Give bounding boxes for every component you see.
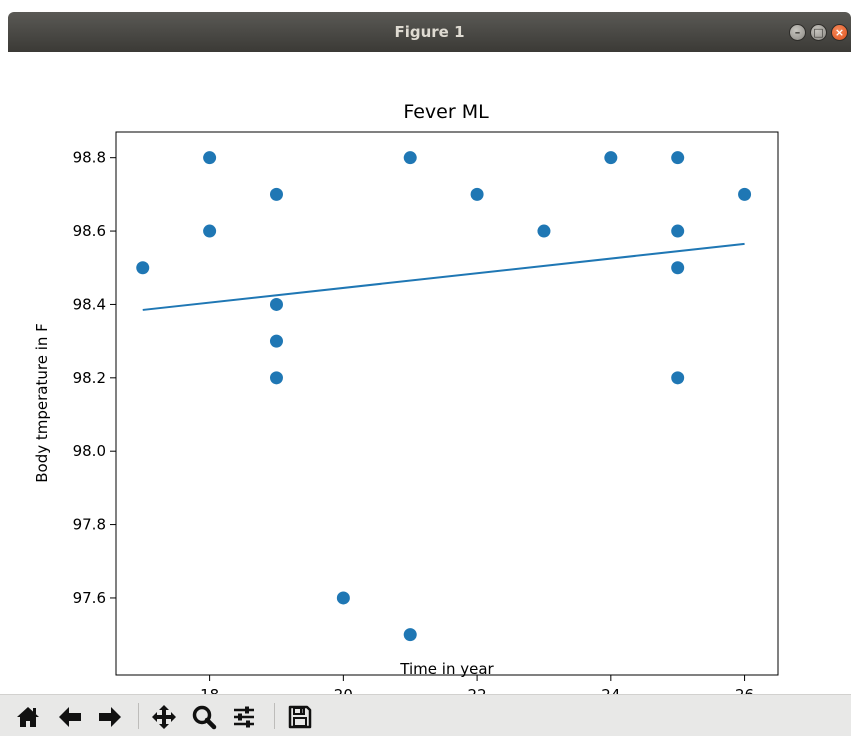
x-tick-label: 20 [334, 686, 353, 694]
y-tick-label: 98.4 [73, 295, 106, 313]
toolbar-separator [138, 703, 139, 729]
data-point [269, 371, 283, 385]
data-point [738, 187, 752, 201]
pan-move-icon [152, 705, 176, 729]
data-point [403, 628, 417, 642]
maximize-icon: □ [813, 26, 824, 39]
home-button[interactable] [12, 701, 44, 733]
minimize-button[interactable]: – [789, 24, 806, 41]
toolbar-separator [274, 703, 275, 729]
x-tick-label: 26 [735, 686, 754, 694]
data-point [671, 261, 685, 275]
data-point [136, 261, 150, 275]
data-point [269, 187, 283, 201]
figure-canvas[interactable]: Fever ML 18 20 22 24 26 97.6 97.8 98.0 98.2 98.4… [0, 52, 851, 704]
arrow-right-icon [99, 707, 121, 727]
x-tick-label: 24 [601, 686, 620, 694]
y-tick-label: 97.6 [73, 589, 106, 607]
y-tick-label: 98.6 [73, 222, 106, 240]
data-point [269, 297, 283, 311]
zoom-magnifier-icon [192, 705, 217, 730]
close-icon: × [834, 26, 845, 39]
close-button[interactable]: × [831, 24, 848, 41]
data-point [537, 224, 551, 238]
configure-subplots-button[interactable] [228, 701, 260, 733]
forward-button[interactable] [94, 701, 126, 733]
plot-area [115, 131, 779, 676]
regression-line [142, 242, 745, 311]
x-axis-label: Time in year [399, 660, 494, 678]
chart-title: Fever ML [403, 101, 489, 123]
arrow-left-icon [59, 707, 81, 727]
data-point [604, 151, 618, 165]
data-point [403, 151, 417, 165]
y-axis-label: Body tmperature in F [33, 323, 51, 483]
data-point [470, 187, 484, 201]
x-tick-label: 18 [200, 686, 219, 694]
window-title: Figure 1 [394, 23, 465, 41]
points-layer [136, 151, 752, 642]
navigation-toolbar [0, 694, 851, 736]
data-point [671, 224, 685, 238]
data-point [336, 591, 350, 605]
data-point [671, 371, 685, 385]
y-tick-label: 98.8 [73, 149, 106, 167]
data-point [269, 334, 283, 348]
data-point [203, 151, 217, 165]
floppy-disk-icon [288, 705, 312, 729]
save-button[interactable] [284, 701, 316, 733]
back-button[interactable] [54, 701, 86, 733]
sliders-icon [234, 706, 254, 728]
minimize-icon: – [794, 26, 801, 39]
title-bar[interactable]: Figure 1 – □ × [8, 12, 851, 52]
y-tick-label: 98.2 [73, 369, 106, 387]
x-tick-label: 22 [468, 686, 487, 694]
zoom-button[interactable] [188, 701, 220, 733]
scatter-chart: Fever ML 18 20 22 24 26 97.6 97.8 98.0 98.2 98.4… [33, 101, 779, 704]
data-point [671, 151, 685, 165]
pan-button[interactable] [148, 701, 180, 733]
y-tick-label: 98.0 [73, 442, 106, 460]
maximize-button[interactable]: □ [810, 24, 827, 41]
y-tick-label: 97.8 [73, 516, 106, 534]
home-icon [17, 707, 39, 727]
y-axis-ticks: 97.6 97.8 98.0 98.2 98.4 98.6 98.8 [73, 149, 116, 607]
data-point [203, 224, 217, 238]
fit-line-layer [142, 242, 745, 311]
